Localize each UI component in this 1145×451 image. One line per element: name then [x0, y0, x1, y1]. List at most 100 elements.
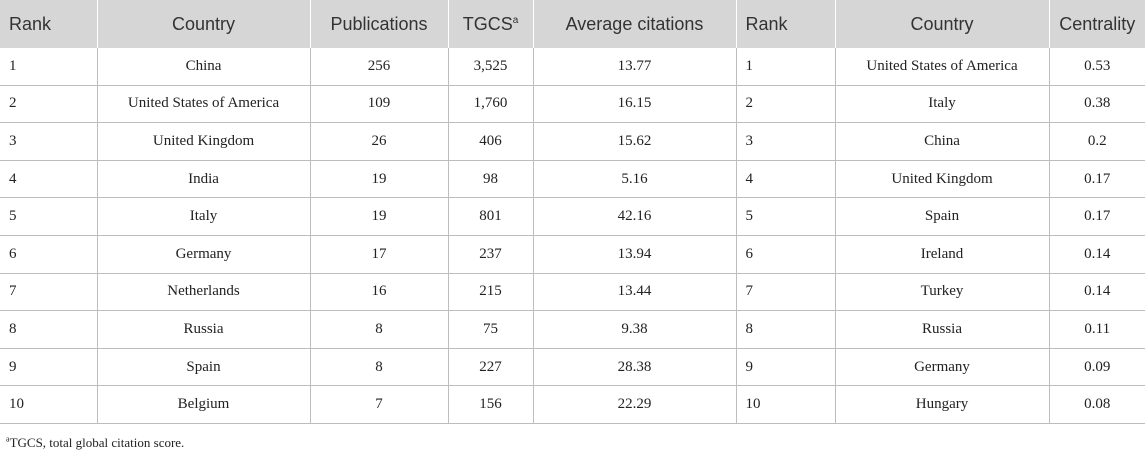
table-header: Rank Country Publications TGCSa Average … — [0, 0, 1145, 48]
cell-tgcs: 98 — [448, 160, 534, 199]
cell-centrality: 0.17 — [1049, 160, 1145, 199]
cell-publications: 17 — [310, 235, 449, 274]
cell-country-publications: India — [97, 160, 311, 199]
cell-rank-centrality: 9 — [736, 348, 836, 387]
table-row: 9 Spain 8 227 28.38 9 Germany 0.09 — [0, 348, 1145, 387]
cell-average-citations: 22.29 — [533, 385, 737, 424]
cell-publications: 7 — [310, 385, 449, 424]
cell-tgcs: 156 — [448, 385, 534, 424]
header-tgcs: TGCSa — [448, 0, 534, 48]
cell-publications: 26 — [310, 122, 449, 161]
cell-country-publications: Germany — [97, 235, 311, 274]
header-tgcs-label: TGCS — [462, 13, 513, 34]
cell-rank-centrality: 4 — [736, 160, 836, 199]
table-row: 4 India 19 98 5.16 4 United Kingdom 0.17 — [0, 160, 1145, 199]
cell-rank-publications: 3 — [0, 122, 98, 161]
cell-country-publications: Belgium — [97, 385, 311, 424]
cell-rank-centrality: 1 — [736, 48, 836, 86]
table-row: 3 United Kingdom 26 406 15.62 3 China 0.2 — [0, 122, 1145, 161]
table-row: 7 Netherlands 16 215 13.44 7 Turkey 0.14 — [0, 273, 1145, 312]
cell-centrality: 0.17 — [1049, 197, 1145, 236]
cell-publications: 8 — [310, 348, 449, 387]
cell-rank-publications: 9 — [0, 348, 98, 387]
cell-publications: 109 — [310, 85, 449, 124]
cell-centrality: 0.08 — [1049, 385, 1145, 424]
table-row: 10 Belgium 7 156 22.29 10 Hungary 0.08 — [0, 385, 1145, 424]
cell-country-centrality: Ireland — [835, 235, 1050, 274]
cell-country-centrality: Hungary — [835, 385, 1050, 424]
cell-tgcs: 1,760 — [448, 85, 534, 124]
header-tgcs-footnote-marker: a — [512, 14, 519, 26]
cell-tgcs: 237 — [448, 235, 534, 274]
cell-centrality: 0.14 — [1049, 273, 1145, 312]
header-rank-centrality: Rank — [736, 0, 836, 48]
cell-tgcs: 801 — [448, 197, 534, 236]
cell-tgcs: 3,525 — [448, 48, 534, 86]
header-rank-publications: Rank — [0, 0, 98, 48]
cell-publications: 19 — [310, 160, 449, 199]
cell-publications: 19 — [310, 197, 449, 236]
cell-publications: 8 — [310, 310, 449, 349]
cell-centrality: 0.38 — [1049, 85, 1145, 124]
cell-rank-publications: 10 — [0, 385, 98, 424]
cell-rank-centrality: 7 — [736, 273, 836, 312]
cell-centrality: 0.2 — [1049, 122, 1145, 161]
cell-tgcs: 227 — [448, 348, 534, 387]
cell-average-citations: 42.16 — [533, 197, 737, 236]
cell-rank-publications: 2 — [0, 85, 98, 124]
cell-publications: 16 — [310, 273, 449, 312]
cell-tgcs: 215 — [448, 273, 534, 312]
header-country-publications: Country — [97, 0, 311, 48]
cell-country-centrality: Germany — [835, 348, 1050, 387]
cell-rank-publications: 6 — [0, 235, 98, 274]
table-row: 8 Russia 8 75 9.38 8 Russia 0.11 — [0, 310, 1145, 349]
cell-centrality: 0.11 — [1049, 310, 1145, 349]
cell-country-centrality: Turkey — [835, 273, 1050, 312]
cell-rank-centrality: 6 — [736, 235, 836, 274]
cell-average-citations: 15.62 — [533, 122, 737, 161]
cell-rank-publications: 4 — [0, 160, 98, 199]
cell-country-centrality: Russia — [835, 310, 1050, 349]
cell-average-citations: 16.15 — [533, 85, 737, 124]
cell-country-centrality: Spain — [835, 197, 1050, 236]
cell-tgcs: 406 — [448, 122, 534, 161]
cell-country-centrality: United States of America — [835, 48, 1050, 86]
cell-rank-publications: 5 — [0, 197, 98, 236]
cell-tgcs: 75 — [448, 310, 534, 349]
cell-country-centrality: United Kingdom — [835, 160, 1050, 199]
table-body: 1 China 256 3,525 13.77 1 United States of Ame… — [0, 48, 1145, 424]
header-publications: Publications — [310, 0, 449, 48]
table-row: 2 United States of America 109 1,760 16.15 2 I… — [0, 85, 1145, 124]
header-row: Rank Country Publications TGCSa Average … — [0, 0, 1145, 48]
cell-country-publications: Netherlands — [97, 273, 311, 312]
cell-average-citations: 28.38 — [533, 348, 737, 387]
cell-rank-centrality: 8 — [736, 310, 836, 349]
table-row: 1 China 256 3,525 13.77 1 United States of Ame… — [0, 48, 1145, 86]
cell-country-publications: China — [97, 48, 311, 86]
cell-average-citations: 13.44 — [533, 273, 737, 312]
header-average-citations: Average citations — [533, 0, 737, 48]
footnote-text: TGCS, total global citation score. — [9, 434, 185, 450]
cell-rank-centrality: 3 — [736, 122, 836, 161]
header-country-centrality: Country — [835, 0, 1050, 48]
cell-country-centrality: Italy — [835, 85, 1050, 124]
cell-rank-centrality: 10 — [736, 385, 836, 424]
cell-rank-publications: 7 — [0, 273, 98, 312]
header-centrality: Centrality — [1059, 13, 1136, 34]
cell-average-citations: 9.38 — [533, 310, 737, 349]
table-row: 6 Germany 17 237 13.94 6 Ireland 0.14 — [0, 235, 1145, 274]
cell-average-citations: 13.94 — [533, 235, 737, 274]
cell-rank-publications: 1 — [0, 48, 98, 86]
cell-average-citations: 13.77 — [533, 48, 737, 86]
cell-country-centrality: China — [835, 122, 1050, 161]
cell-centrality: 0.14 — [1049, 235, 1145, 274]
footnote-marker: a — [6, 434, 10, 444]
table-row: 5 Italy 19 801 42.16 5 Spain 0.17 — [0, 197, 1145, 236]
table-footnote: aTGCS, total global citation score. — [0, 435, 1145, 451]
cell-country-publications: Italy — [97, 197, 311, 236]
cell-centrality: 0.53 — [1049, 48, 1145, 86]
cell-country-publications: Russia — [97, 310, 311, 349]
cell-rank-centrality: 5 — [736, 197, 836, 236]
cell-rank-publications: 8 — [0, 310, 98, 349]
